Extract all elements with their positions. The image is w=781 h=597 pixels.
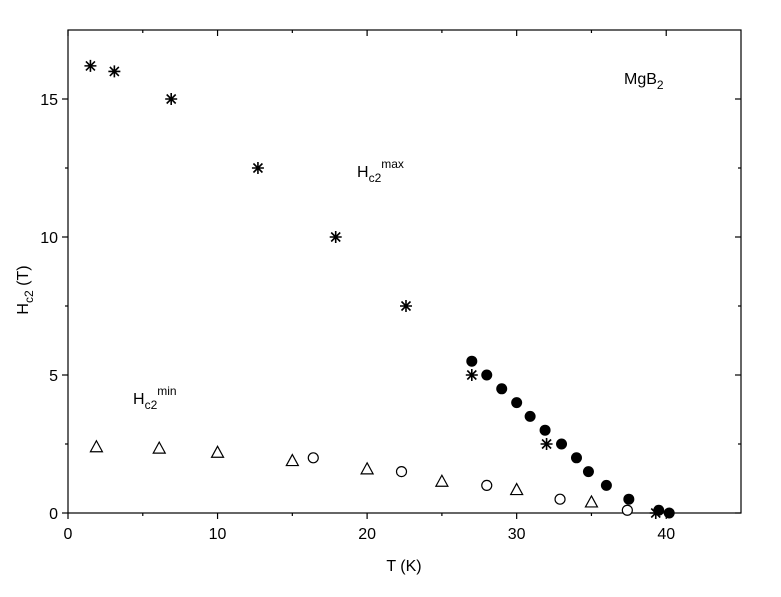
data-point [399,300,412,312]
annotation: Hc2max [357,157,404,185]
y-tick-label: 15 [40,92,58,109]
annotation-sup: max [381,157,404,171]
annotation: Hc2min [133,384,177,412]
data-point [152,440,167,454]
annotation: MgB2 [624,71,664,92]
data-point [285,453,300,467]
x-tick-label: 10 [209,526,227,543]
data-point [89,439,104,453]
annotation-sub: 2 [657,78,664,92]
data-point [84,59,97,72]
annotation-main: H [357,164,369,181]
data-point [621,504,633,516]
data-point [496,383,508,395]
y-tick-label: 5 [49,368,58,385]
data-point [434,474,449,487]
plot-frame [67,29,742,514]
data-point [540,438,553,450]
data-point [307,452,319,464]
x-tick-label: 40 [657,526,675,543]
annotation-sup: min [157,384,176,398]
y-axis-label: Hc2 (T) [15,265,36,314]
data-point [570,452,582,464]
x-tick-label: 0 [64,526,73,543]
data-point [582,466,594,478]
data-point [623,493,635,505]
data-point [465,369,478,381]
data-point [481,369,493,381]
x-tick-label: 30 [508,526,526,543]
data-point [360,461,375,475]
data-point [584,494,599,508]
annotation-main: MgB [624,71,657,88]
data-point [481,479,493,491]
x-tick-label: 20 [358,526,376,543]
annotation-main: H [133,391,145,408]
data-point [511,397,523,409]
x-axis-label: T (K) [386,558,421,575]
data-point [329,231,342,243]
y-tick-label: 10 [40,230,58,247]
annotation-sub: c2 [369,171,382,185]
y-axis-label-main: H [15,303,32,315]
data-point [466,355,478,367]
data-point [509,482,524,496]
y-tick-label: 0 [49,506,58,523]
data-point [653,504,665,516]
y-axis-label-suffix: (T) [15,265,32,290]
data-point [210,445,225,458]
data-point [663,507,675,519]
data-point [556,438,568,450]
data-point [524,410,536,422]
annotation-sub: c2 [145,398,158,412]
data-point [395,466,408,478]
data-point [554,493,566,505]
data-point [539,424,551,436]
data-point [251,162,264,174]
data-point [165,93,178,105]
data-point [108,65,121,78]
y-axis-label-sub: c2 [22,290,36,303]
data-point [600,479,612,491]
